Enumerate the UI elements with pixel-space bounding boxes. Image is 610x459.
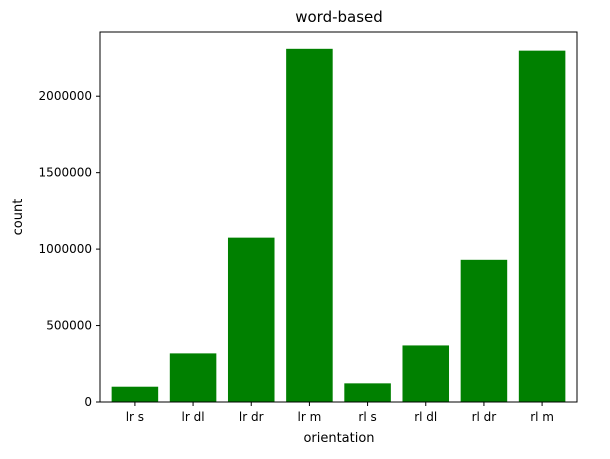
x-axis-ticks: lr s lr dl lr dr lr m rl s rl dl rl dr rl m <box>126 402 554 424</box>
bar-rl-dr <box>460 259 508 402</box>
plot-frame <box>99 31 578 403</box>
bar-lr-s <box>111 386 159 402</box>
y-axis-label: count <box>11 199 26 236</box>
x-tick-label: lr dl <box>182 410 205 424</box>
bar-lr-dr <box>227 237 275 402</box>
y-tick-label: 1000000 <box>39 242 92 256</box>
x-tick-label: lr dr <box>239 410 264 424</box>
x-tick-label: lr s <box>126 410 144 424</box>
bars-group <box>111 48 566 403</box>
y-tick-label: 2000000 <box>39 89 92 103</box>
y-tick-label: 500000 <box>46 319 92 333</box>
chart-title: word-based <box>295 8 383 26</box>
y-tick-label: 0 <box>84 395 92 409</box>
bar-rl-m <box>518 50 566 402</box>
x-tick-label: rl dr <box>472 410 497 424</box>
bar-lr-dl <box>169 353 217 402</box>
bar-rl-dl <box>402 345 450 402</box>
x-tick-label: lr m <box>298 410 322 424</box>
x-tick-label: rl s <box>358 410 376 424</box>
bar-rl-s <box>344 383 391 402</box>
y-tick-label: 1500000 <box>39 166 92 180</box>
y-axis-ticks: 0 500000 1000000 1500000 2000000 <box>39 89 100 409</box>
x-tick-label: rl dl <box>414 410 437 424</box>
x-axis-label: orientation <box>303 431 374 446</box>
x-tick-label: rl m <box>530 410 554 424</box>
bar-lr-m <box>286 48 333 403</box>
